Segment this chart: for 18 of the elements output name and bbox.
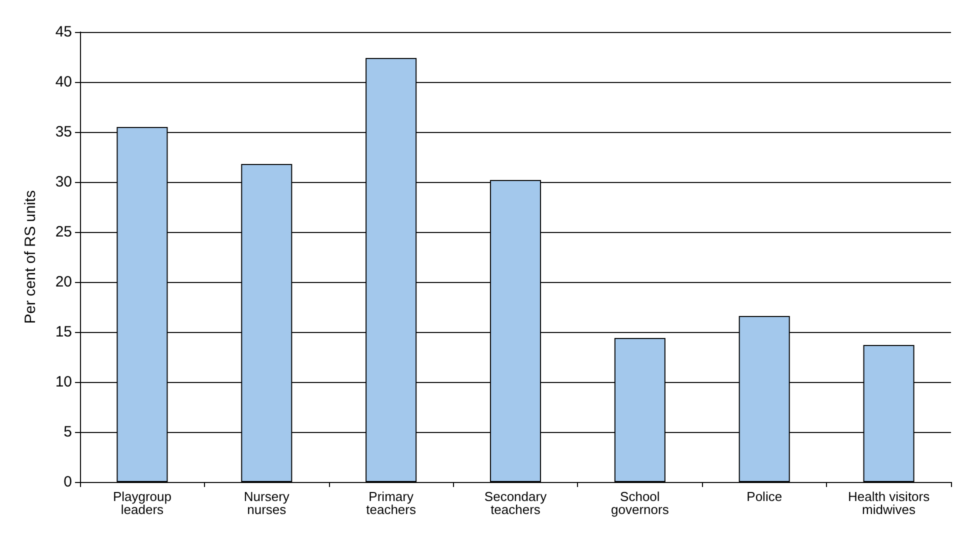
y-tick-label: 35 <box>55 124 72 140</box>
y-tick-label: 0 <box>64 474 72 490</box>
y-tick-label: 45 <box>55 24 72 40</box>
y-tick-label: 5 <box>64 424 72 440</box>
y-tick-label: 40 <box>55 74 72 90</box>
y-tick-label: 20 <box>55 274 72 290</box>
x-tick-label: Secondary teachers <box>484 489 548 517</box>
y-tick-label: 25 <box>55 224 72 240</box>
y-axis-title: Per cent of RS units <box>22 190 39 324</box>
x-tick-label: Primary teachers <box>366 489 416 517</box>
x-tick-label: Police <box>746 489 782 504</box>
x-tick-label: Playgroup leaders <box>112 489 172 517</box>
y-tick-label: 30 <box>55 174 72 190</box>
x-tick-label: School governors <box>611 489 670 517</box>
x-tick-label: Health visitors midwives <box>848 489 930 517</box>
y-tick-label: 15 <box>55 324 72 340</box>
x-tick-label: Nursery nurses <box>244 489 290 517</box>
y-tick-label: 10 <box>55 374 72 390</box>
